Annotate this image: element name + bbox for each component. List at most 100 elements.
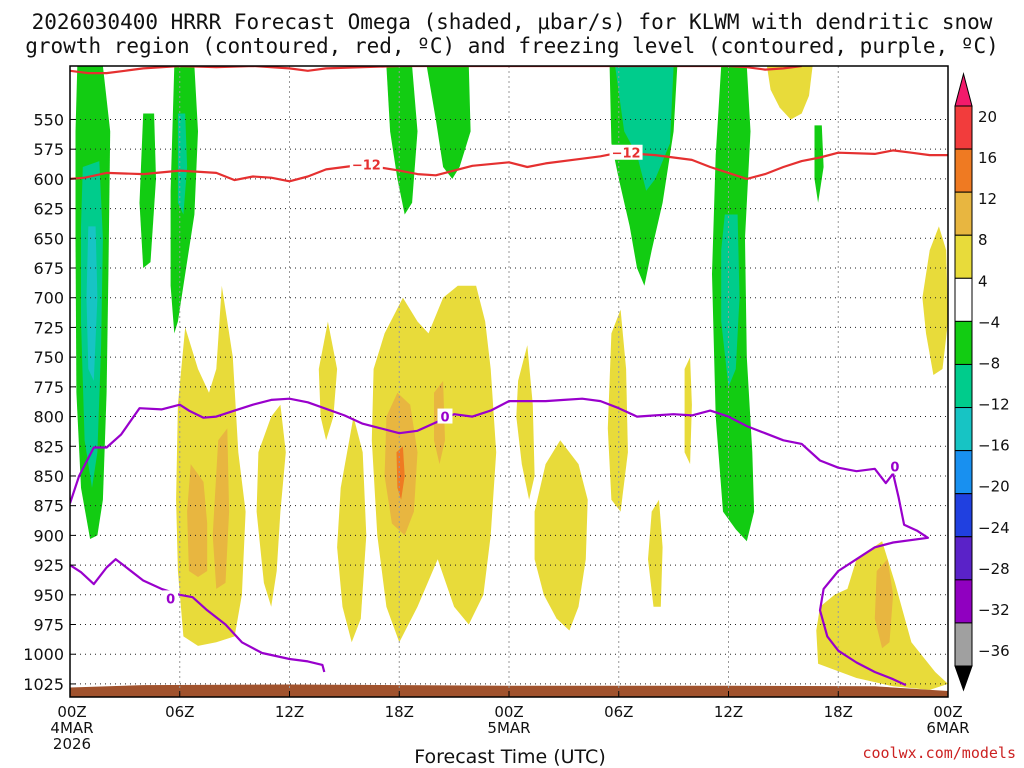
contour-label-0-1: −12 <box>612 147 641 162</box>
colorbar-segment-7 <box>954 363 973 409</box>
omega-region-31 <box>396 446 405 500</box>
contour-label-bg <box>163 590 179 606</box>
omega-region-21 <box>648 499 663 607</box>
omega-region-30 <box>874 559 894 649</box>
chart-title-line2: growth region (contoured, red, ºC) and f… <box>25 34 999 58</box>
y-tick-label-825: 825 <box>33 437 64 456</box>
x-tick-label-3: 18Z <box>385 703 414 721</box>
colorbar-segment-1 <box>954 105 973 150</box>
contour-label-2-0: 0 <box>440 411 449 426</box>
y-tick-label-750: 750 <box>33 348 64 367</box>
colorbar-label-10: −24 <box>978 519 1010 537</box>
omega-region-17 <box>371 285 497 643</box>
contour-label-2-1: 0 <box>890 460 899 475</box>
colorbar-top-triangle <box>954 72 973 107</box>
omega-region-5 <box>177 113 188 215</box>
y-tick-label-775: 775 <box>33 378 64 397</box>
colorbar-label-11: −28 <box>978 560 1010 578</box>
y-tick-label-725: 725 <box>33 318 64 337</box>
colorbar-segment-6 <box>954 320 973 365</box>
omega-region-6 <box>386 66 418 215</box>
omega-region-7 <box>426 66 471 179</box>
colorbar-segment-2 <box>954 148 973 193</box>
colorbar-segment-11 <box>954 536 973 581</box>
contour-line-3 <box>70 558 326 673</box>
y-tick-label-800: 800 <box>33 408 64 427</box>
contour-line-2 <box>70 397 930 687</box>
colorbar: 20 16 12 8 4 −4 −8 −12 −16 −20 −24 −28 −32 −36 <box>954 72 1010 692</box>
x-tick-label-2: 12Z <box>275 703 304 721</box>
contour-line-1 <box>70 66 802 75</box>
contour-label-3-0: 0 <box>166 592 175 607</box>
omega-region-14 <box>256 404 286 607</box>
colorbar-label-7: −12 <box>978 396 1010 414</box>
omega-region-20 <box>607 309 628 512</box>
y-tick-label-1000: 1000 <box>23 645 64 664</box>
colorbar-segment-4 <box>954 234 973 279</box>
colorbar-segment-13 <box>954 622 973 667</box>
y-tick-label-925: 925 <box>33 556 64 575</box>
omega-region-11 <box>721 214 740 387</box>
y-tick-label-675: 675 <box>33 259 64 278</box>
omega-region-3 <box>139 113 156 268</box>
omega-region-19 <box>534 440 588 631</box>
chart-title-line1: 2026030400 HRRR Forecast Omega (shaded, … <box>32 10 993 34</box>
colorbar-label-0: 20 <box>978 108 997 126</box>
plot-area: −12 −12 0 0 0 <box>69 65 949 698</box>
omega-region-27 <box>212 428 230 589</box>
credit-text: coolwx.com/models <box>862 744 1016 762</box>
colorbar-label-8: −16 <box>978 437 1010 455</box>
y-tick-label-600: 600 <box>33 170 64 189</box>
x-axis-title: Forecast Time (UTC) <box>414 746 605 768</box>
x-tick-sublabel-4-0: 5MAR <box>487 719 530 737</box>
y-tick-label-700: 700 <box>33 289 64 308</box>
x-tick-sublabel-8-0: 6MAR <box>926 719 969 737</box>
x-tick-sublabel-0-0: 4MAR <box>50 719 93 737</box>
y-tick-label-625: 625 <box>33 200 64 219</box>
omega-region-22 <box>684 357 692 465</box>
omega-region-18 <box>516 345 535 500</box>
omega-region-25 <box>922 226 948 375</box>
colorbar-label-1: 16 <box>978 149 997 167</box>
y-tick-label-550: 550 <box>33 110 64 129</box>
y-tick-label-950: 950 <box>33 586 64 605</box>
omega-region-26 <box>187 464 208 577</box>
colorbar-segment-10 <box>954 493 973 538</box>
x-tick-label-6: 12Z <box>714 703 743 721</box>
x-tick-label-5: 06Z <box>604 703 633 721</box>
y-tick-label-900: 900 <box>33 526 64 545</box>
colorbar-bottom-triangle <box>954 665 973 692</box>
contour-label-bg <box>609 144 643 160</box>
omega-region-9 <box>615 66 674 191</box>
y-tick-label-1025: 1025 <box>23 675 64 694</box>
colorbar-segment-8 <box>954 407 973 452</box>
x-tick-label-0: 00Z <box>57 703 86 721</box>
colorbar-label-6: −8 <box>978 354 1000 372</box>
colorbar-segment-12 <box>954 579 973 624</box>
colorbar-label-4: 4 <box>978 272 988 290</box>
colorbar-label-2: 12 <box>978 190 997 208</box>
x-tick-sublabel-0-1: 2026 <box>53 735 91 753</box>
y-tick-label-650: 650 <box>33 229 64 248</box>
omega-region-23 <box>766 66 813 120</box>
contour-label-bg <box>349 156 383 172</box>
contour-label-bg <box>887 458 903 474</box>
contour-label-bg <box>437 408 453 424</box>
y-axis: 550 575 600 625 650 675 700 725 750 775 800 825 850 8… <box>23 110 76 694</box>
y-tick-label-875: 875 <box>33 497 64 516</box>
y-tick-label-575: 575 <box>33 140 64 159</box>
x-tick-label-4: 00Z <box>494 703 523 721</box>
omega-region-16 <box>337 416 367 643</box>
y-tick-label-975: 975 <box>33 616 64 635</box>
colorbar-label-12: −32 <box>978 601 1010 619</box>
contour-label-0-0: −12 <box>352 159 381 174</box>
omega-shading <box>70 66 948 697</box>
x-tick-label-8: 00Z <box>933 703 962 721</box>
colorbar-label-13: −36 <box>978 642 1010 660</box>
y-tick-label-850: 850 <box>33 467 64 486</box>
omega-region-12 <box>814 125 824 203</box>
colorbar-label-3: 8 <box>978 231 988 249</box>
colorbar-label-9: −20 <box>978 478 1010 496</box>
